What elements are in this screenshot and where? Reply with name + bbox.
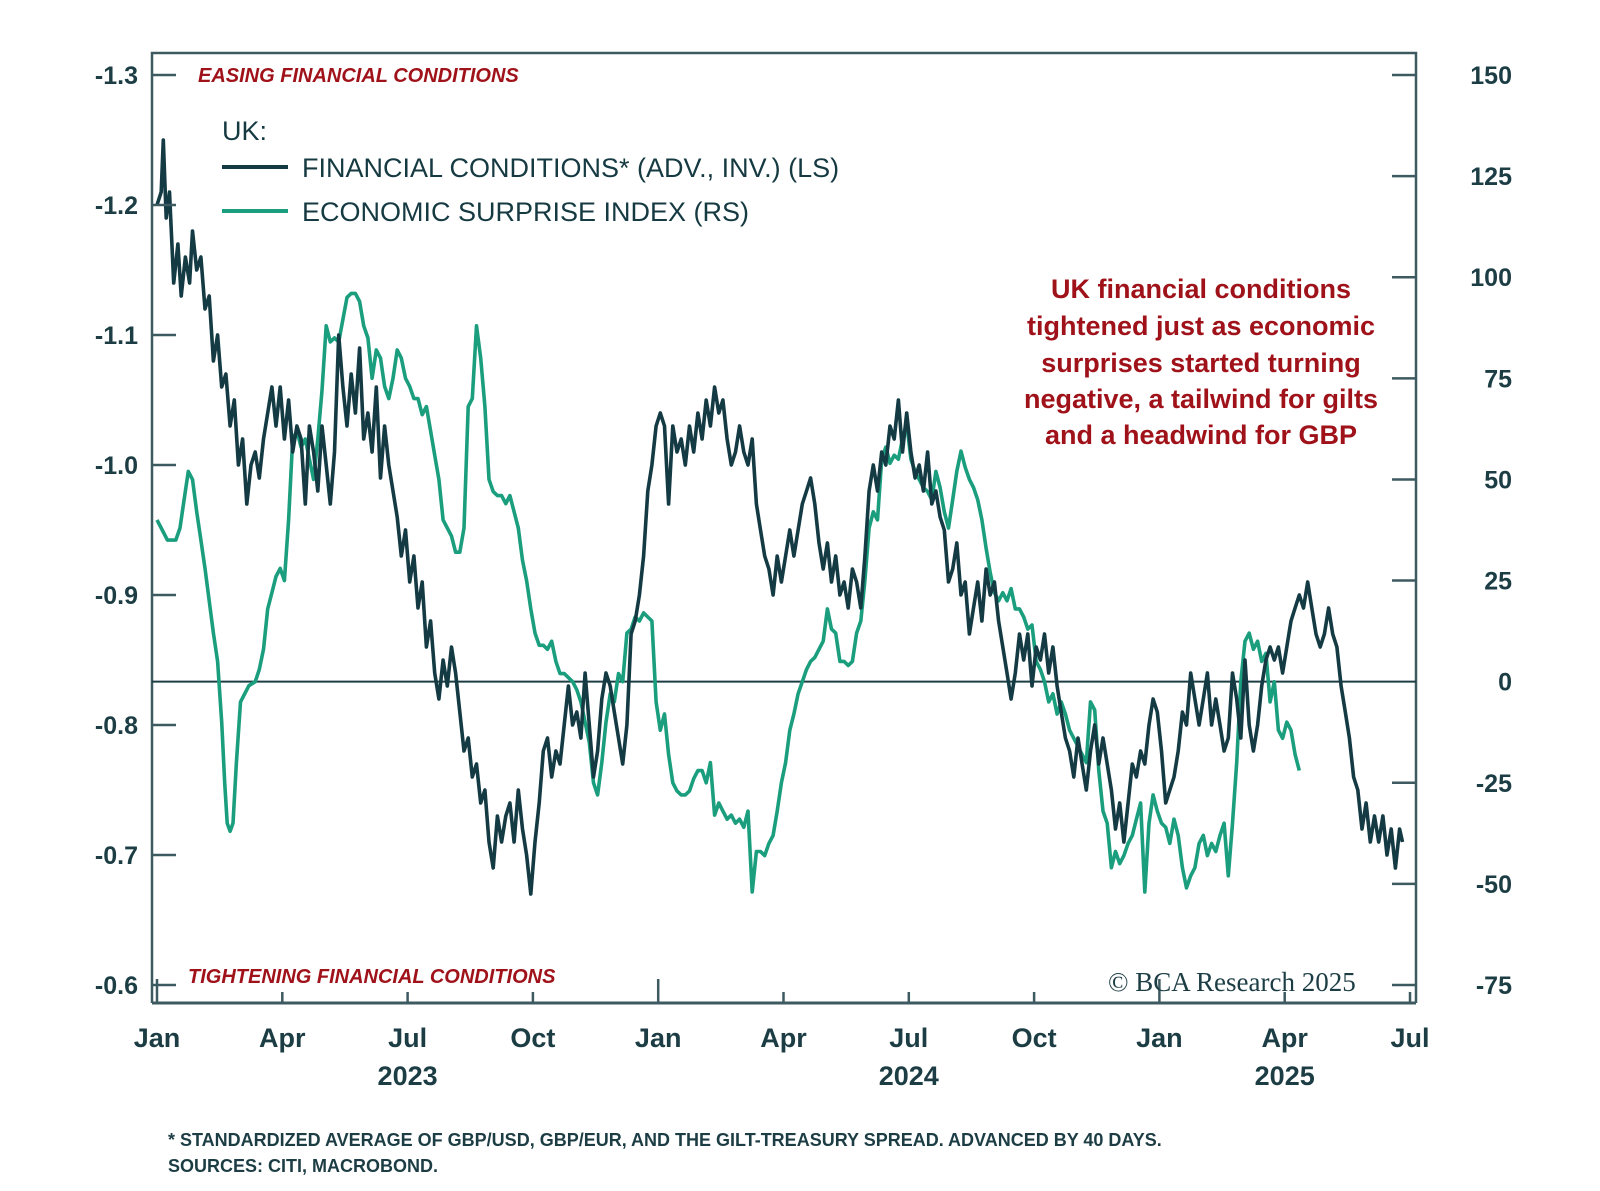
x-tick-label: Jul — [889, 1023, 928, 1053]
y-right-tick-label: 50 — [1484, 466, 1512, 494]
x-tick-label: Apr — [760, 1023, 807, 1053]
legend-label-economic-surprise: ECONOMIC SURPRISE INDEX (RS) — [302, 197, 749, 227]
x-tick-label: Jan — [1136, 1023, 1183, 1053]
y-right-tick-label: 25 — [1484, 568, 1512, 596]
y-left-tick-label: -1.1 — [95, 322, 138, 350]
x-tick-label: Jul — [388, 1023, 427, 1053]
y-left-tick-label: -1.0 — [95, 452, 138, 480]
annotation-line-3: surprises started turning — [1041, 348, 1361, 378]
y-right-tick-label: 100 — [1470, 264, 1512, 292]
y-right-tick-label: 150 — [1470, 62, 1512, 90]
x-tick-label: Apr — [259, 1023, 306, 1053]
series-line-economic-surprise — [155, 291, 1302, 894]
annotation-line-1: UK financial conditions — [1051, 274, 1351, 304]
series-group — [155, 138, 1405, 896]
y-left-tick-label: -0.6 — [95, 972, 138, 1000]
easing-label: EASING FINANCIAL CONDITIONS — [198, 65, 519, 87]
legend-label-financial-conditions: FINANCIAL CONDITIONS* (ADV., INV.) (LS) — [302, 153, 839, 183]
x-year-label: 2025 — [1255, 1061, 1315, 1091]
y-left-tick-label: -0.9 — [95, 582, 138, 610]
legend: UK: FINANCIAL CONDITIONS* (ADV., INV.) (… — [222, 116, 839, 227]
x-tick-label: Jan — [134, 1023, 181, 1053]
annotation-line-2: tightened just as economic — [1027, 311, 1375, 341]
plot-border — [150, 51, 1418, 1003]
y-left-tick-label: -1.3 — [95, 62, 138, 90]
x-tick-label: Apr — [1261, 1023, 1308, 1053]
y-right-tick-label: 75 — [1484, 365, 1512, 393]
axes-group: -1.3 -1.2 -1.1 -1.0 -0.9 -0.8 -0.7 -0.6 150 125 10… — [95, 62, 1512, 1091]
y-right-tick-label: 125 — [1470, 163, 1512, 191]
y-left-tick-label: -0.8 — [95, 712, 138, 740]
y-right-tick-label: -25 — [1476, 770, 1512, 798]
y-right-tick-label: -75 — [1476, 972, 1512, 1000]
y-left-tick-label: -0.7 — [95, 842, 138, 870]
footnote-definition: * STANDARDIZED AVERAGE OF GBP/USD, GBP/E… — [168, 1130, 1162, 1150]
x-year-label: 2023 — [378, 1061, 438, 1091]
x-tick-label: Jan — [635, 1023, 682, 1053]
y-right-tick-label: -50 — [1476, 871, 1512, 899]
copyright-label: © BCA Research 2025 — [1108, 967, 1356, 997]
y-right-tick-label: 0 — [1498, 669, 1512, 697]
x-year-label: 2024 — [879, 1061, 939, 1091]
x-tick-label: Oct — [510, 1023, 555, 1053]
footnote-sources: SOURCES: CITI, MACROBOND. — [168, 1156, 438, 1176]
series-line-financial-conditions — [155, 138, 1405, 896]
annotation-box: UK financial conditions tightened just a… — [1024, 274, 1378, 450]
y-left-tick-label: -1.2 — [95, 192, 138, 220]
annotation-line-5: and a headwind for GBP — [1045, 420, 1357, 450]
x-tick-label: Oct — [1012, 1023, 1057, 1053]
annotation-line-4: negative, a tailwind for gilts — [1024, 384, 1378, 414]
tightening-label: TIGHTENING FINANCIAL CONDITIONS — [188, 966, 556, 988]
x-tick-label: Jul — [1390, 1023, 1429, 1053]
legend-heading: UK: — [222, 116, 267, 146]
